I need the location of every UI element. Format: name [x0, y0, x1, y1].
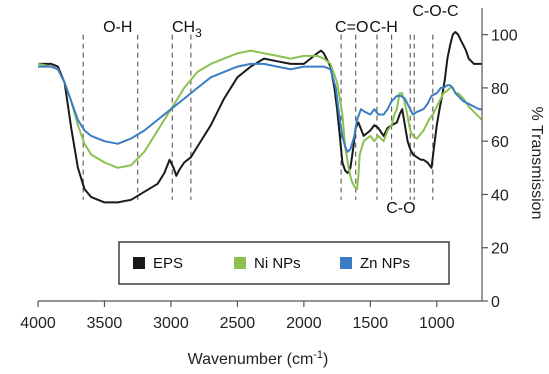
band-label: C-O-C — [412, 3, 458, 20]
axes: 4000 3500 3000 2500 2000 1500 1000 0 20 40 60 80 100 — [20, 8, 518, 332]
reference-dashed-lines — [82, 34, 434, 200]
x-tick-label: 2000 — [286, 315, 322, 332]
x-tick-label: 4000 — [20, 315, 56, 332]
series-line-zn-nps — [38, 62, 482, 153]
band-label: C-O — [386, 200, 415, 217]
legend-label: EPS — [153, 255, 183, 272]
x-tick-label: 3500 — [87, 315, 123, 332]
series-lines — [37, 31, 483, 204]
series-line-eps — [38, 31, 482, 204]
series-line-ni-nps — [37, 49, 483, 191]
y-tick-label: 0 — [491, 294, 500, 311]
x-tick-label: 1000 — [419, 315, 455, 332]
y-tick-label: 80 — [491, 81, 509, 98]
legend-box — [118, 241, 450, 285]
band-label: C-H — [369, 19, 397, 36]
x-tick-label: 2500 — [220, 315, 256, 332]
band-label: CH3 — [172, 19, 202, 40]
y-tick-label: 40 — [491, 187, 509, 204]
legend-swatch — [234, 257, 246, 269]
x-tick-label: 3000 — [153, 315, 189, 332]
legend-swatch — [340, 257, 352, 269]
y-tick-label: 60 — [491, 134, 509, 151]
legend-label: Ni NPs — [254, 255, 301, 272]
band-label: C=O — [335, 19, 368, 36]
y-tick-label: 20 — [491, 241, 509, 258]
x-tick-label: 1500 — [353, 315, 389, 332]
legend-swatch — [133, 257, 145, 269]
y-tick-label: 100 — [491, 28, 518, 45]
band-annotations: O-H CH3 C=O C-H C-O-C C-O — [103, 3, 458, 217]
y-axis-title: % Transmission — [528, 107, 545, 220]
x-axis-title: Wavenumber (cm-1) — [188, 349, 329, 368]
band-label: O-H — [103, 19, 132, 36]
legend: EPS Ni NPs Zn NPs — [118, 241, 450, 285]
legend-label: Zn NPs — [360, 255, 410, 272]
